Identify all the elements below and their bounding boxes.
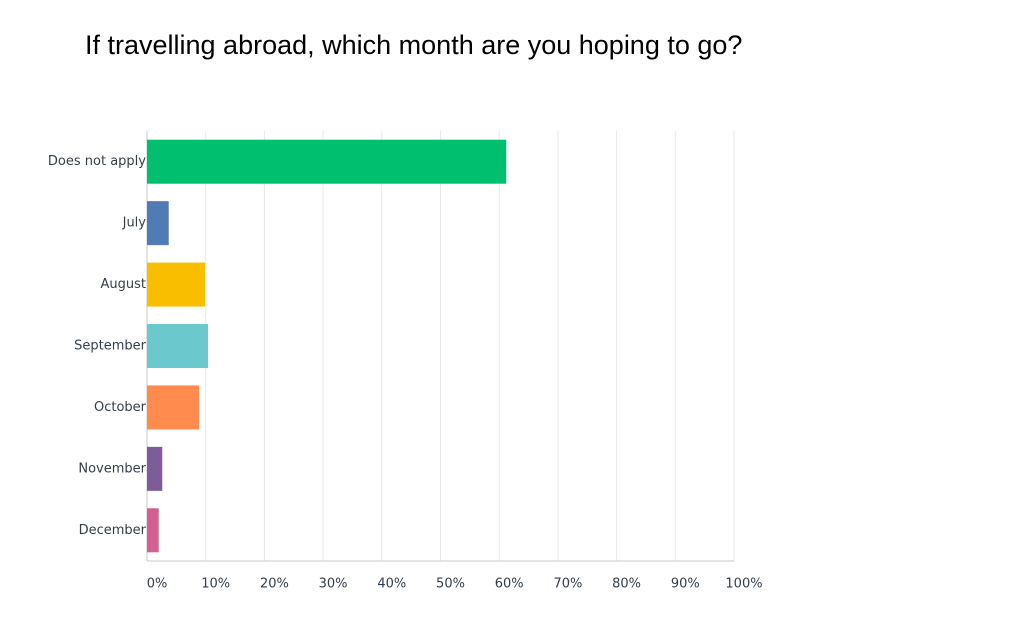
x-tick-label: 80%: [612, 577, 641, 592]
x-tick-label: 70%: [553, 577, 582, 592]
y-tick-label: August: [101, 277, 147, 292]
x-tick-label: 90%: [671, 577, 700, 592]
bar: [147, 324, 209, 368]
y-tick-label: November: [78, 461, 146, 476]
x-tick-label: 10%: [201, 577, 230, 592]
y-tick-label: October: [94, 400, 147, 415]
x-tick-label: 40%: [377, 577, 406, 592]
x-tick-label: 30%: [319, 577, 348, 592]
bar: [147, 446, 163, 491]
x-tick-label: 0%: [147, 577, 168, 592]
bar: [147, 508, 159, 553]
y-tick-label: September: [74, 339, 147, 354]
x-tick-label: 50%: [436, 577, 465, 592]
bar: [147, 201, 169, 246]
chart-title: If travelling abroad, which month are yo…: [85, 30, 742, 60]
y-tick-label: Does not apply: [48, 154, 146, 169]
y-tick-label: July: [122, 216, 147, 231]
bar: [147, 262, 206, 307]
bar: [147, 385, 200, 430]
x-tick-label: 60%: [495, 577, 524, 592]
x-tick-label: 20%: [260, 577, 289, 592]
bar: [147, 139, 507, 184]
x-tick-label: 100%: [725, 577, 762, 592]
y-tick-label: December: [79, 523, 147, 538]
